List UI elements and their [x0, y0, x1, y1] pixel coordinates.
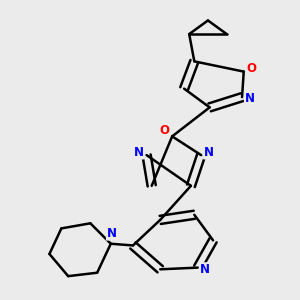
Text: O: O [246, 62, 256, 75]
Text: O: O [160, 124, 170, 137]
Text: N: N [200, 263, 210, 276]
Text: N: N [204, 146, 214, 159]
Text: N: N [134, 146, 144, 159]
Text: N: N [244, 92, 254, 105]
Text: N: N [106, 227, 116, 240]
